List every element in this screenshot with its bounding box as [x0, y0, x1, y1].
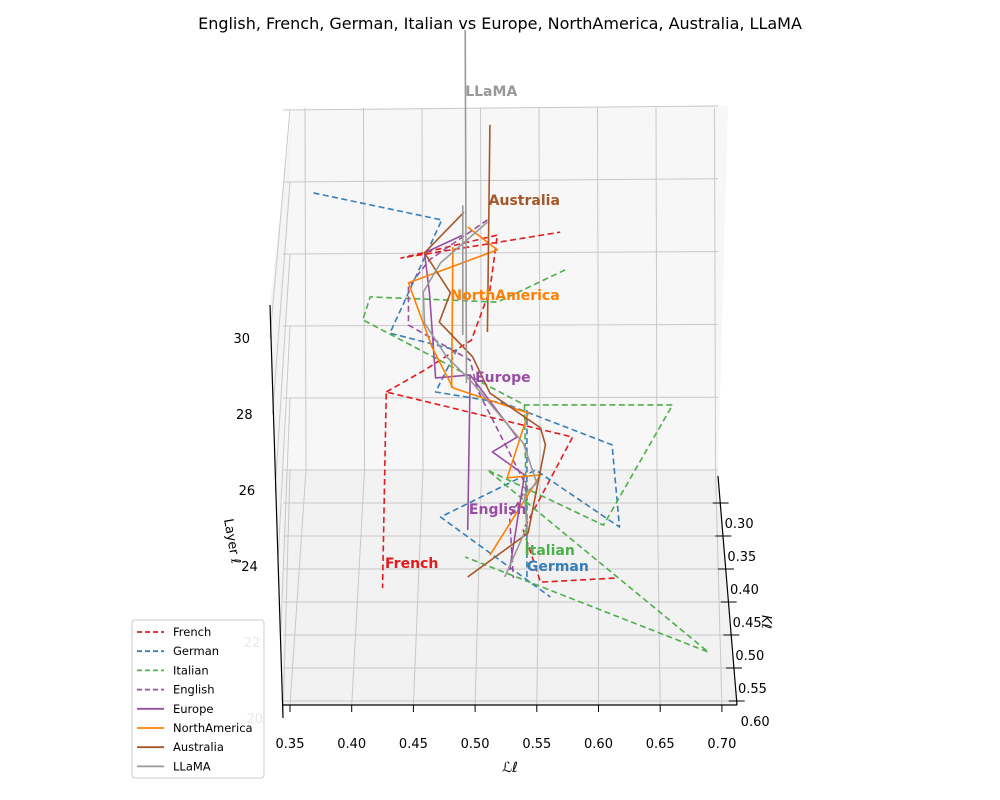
x-tick-label: 0.65 — [646, 737, 675, 752]
chart-title: English, French, German, Italian vs Euro… — [198, 14, 802, 33]
y-tick-label: 0.60 — [741, 715, 770, 730]
floor-gridline — [474, 469, 482, 706]
legend-label-northamerica: NorthAmerica — [173, 721, 253, 735]
floor-gridline — [351, 469, 365, 706]
left-gridline — [277, 325, 291, 567]
back-gridline — [304, 107, 307, 471]
back-gridline — [480, 107, 482, 471]
back-gridline — [597, 107, 599, 471]
floor-gridline — [656, 469, 661, 706]
back-gridline — [282, 178, 719, 183]
series-line-australia — [486, 124, 491, 333]
y-axis-label: Kℓ — [758, 615, 773, 629]
x-tick-label: 0.55 — [522, 737, 551, 752]
legend-label-english: English — [173, 683, 215, 697]
z-axis-line — [269, 304, 284, 719]
left-gridline — [282, 469, 291, 719]
x-tick-label: 0.40 — [337, 737, 366, 752]
z-tick-label: 24 — [241, 560, 258, 575]
back-gridline — [282, 396, 719, 399]
series-label-europe: Europe — [475, 370, 531, 386]
grid — [269, 105, 737, 719]
y-tick-label: 0.55 — [738, 682, 767, 697]
legend: French German Italian English Europe NorthAme… — [131, 619, 265, 779]
series-label-english: English — [469, 502, 526, 518]
series-line-llama — [422, 221, 538, 578]
legend-label-french: French — [173, 625, 211, 639]
x-tick-label: 0.50 — [461, 737, 490, 752]
legend-box — [131, 619, 265, 779]
x-tick-label: 0.35 — [276, 737, 305, 752]
y-tick-label: 0.35 — [727, 550, 756, 565]
left-gridline — [274, 253, 291, 491]
series-label-german: German — [527, 559, 589, 575]
floor-gridline — [289, 469, 307, 706]
left-gridline — [269, 109, 291, 339]
y-tick-label: 0.50 — [735, 649, 764, 664]
series-line-english — [407, 219, 528, 579]
back-gridline — [421, 107, 424, 471]
series-label-northamerica: NorthAmerica — [450, 288, 559, 304]
series-line-northamerica — [450, 246, 454, 388]
left-gridline — [272, 181, 291, 415]
x-tick-label: 0.45 — [399, 737, 428, 752]
series-line-french — [385, 231, 561, 393]
y-axis-line — [717, 475, 738, 706]
back-pane — [283, 106, 728, 470]
series-label-llama: LLaMA — [465, 84, 517, 100]
series-line-australia — [423, 211, 547, 578]
y-tick-label: 0.40 — [730, 583, 759, 598]
back-gridline — [538, 107, 541, 471]
series-label-french: French — [385, 556, 438, 572]
series-label-australia: Australia — [489, 193, 560, 209]
series-line-northamerica — [407, 226, 542, 556]
legend-label-llama: LLaMA — [173, 759, 211, 773]
series-line-europe — [466, 374, 471, 531]
floor-pane — [283, 470, 737, 705]
x-tick-label: 0.70 — [707, 737, 736, 752]
x-axis-label: ℒℓ — [502, 760, 518, 776]
left-pane — [270, 110, 292, 712]
back-gridline — [363, 107, 365, 471]
z-tick-label: 26 — [239, 484, 256, 499]
legend-label-italian: Italian — [173, 663, 209, 677]
back-gridline — [282, 251, 719, 255]
x-tick-label: 0.60 — [584, 737, 613, 752]
back-gridline — [282, 323, 719, 327]
back-gridline — [282, 105, 719, 111]
legend-label-australia: Australia — [173, 740, 224, 754]
series-line-french — [381, 391, 615, 589]
back-gridline — [655, 107, 658, 471]
floor-gridline — [536, 469, 541, 706]
legend-label-german: German — [173, 644, 219, 658]
series-line-llama — [464, 30, 468, 384]
panes — [270, 106, 737, 712]
z-tick-label: 28 — [236, 408, 253, 423]
legend-label-europe: Europe — [173, 702, 213, 716]
left-gridline — [279, 397, 291, 643]
axes — [269, 304, 738, 719]
series-line-italian — [362, 269, 710, 653]
z-axis-label: Layer ℓ — [220, 518, 243, 566]
back-gridline — [714, 107, 716, 471]
floor-gridline — [715, 469, 723, 706]
floor-gridline — [412, 469, 424, 706]
y-tick-label: 0.45 — [733, 616, 762, 631]
z-tick-label: 30 — [233, 332, 250, 347]
series-label-italian: Italian — [524, 543, 574, 559]
y-tick-label: 0.30 — [725, 517, 754, 532]
